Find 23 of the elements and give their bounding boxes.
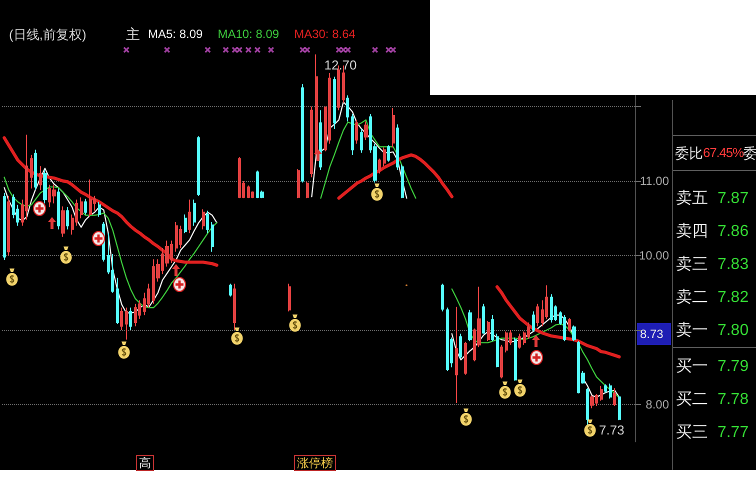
y-tick-label: 11.00 bbox=[640, 174, 670, 188]
text: MA5: 8.09 bbox=[148, 27, 204, 41]
text: 委比 bbox=[675, 144, 703, 162]
text: 卖五 7.87 bbox=[676, 189, 749, 207]
text: 卖二 7.82 bbox=[676, 288, 749, 306]
text: 67.45% bbox=[703, 144, 744, 160]
text: MA10: 8.09 bbox=[218, 27, 280, 41]
y-tick-label: 10.00 bbox=[638, 248, 670, 262]
chart-title: (日线,前复权) bbox=[9, 27, 86, 42]
annotation: 7.73 bbox=[599, 422, 624, 438]
text: 8.73 bbox=[640, 327, 664, 341]
text: MA30: 8.64 bbox=[294, 27, 356, 41]
legend-title: 主 bbox=[126, 26, 140, 42]
text: 卖四 7.86 bbox=[676, 222, 749, 240]
y-tick-label: 8.00 bbox=[646, 398, 670, 412]
text: 涨停榜 bbox=[297, 456, 333, 470]
text: 卖三 7.83 bbox=[676, 255, 749, 273]
text: 高 bbox=[139, 456, 151, 470]
text: 买一 7.79 bbox=[676, 358, 749, 375]
text: 买二 7.78 bbox=[676, 391, 749, 408]
text: 买三 7.77 bbox=[676, 424, 749, 441]
annotation: 12.70 bbox=[324, 57, 357, 72]
text: 卖一 7.80 bbox=[676, 321, 749, 339]
